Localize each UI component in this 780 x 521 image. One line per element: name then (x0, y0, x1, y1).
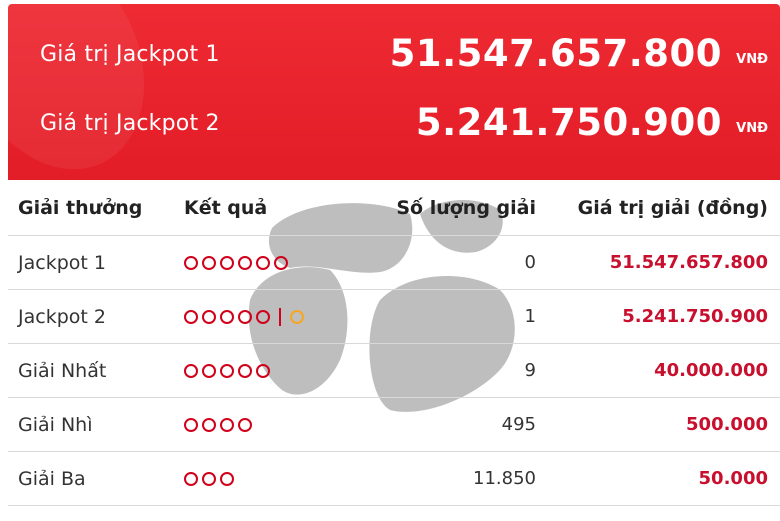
result-ball-icon (220, 309, 234, 324)
table-row: Giải Nhì 495 500.000 (8, 398, 780, 452)
jackpot-2-label: Giá trị Jackpot 2 (40, 111, 220, 136)
result-balls (184, 290, 384, 343)
result-ball-icon (220, 363, 234, 378)
result-ball-icon (184, 255, 198, 270)
header-value: Giá trị giải (đồng) (577, 196, 768, 219)
result-ball-icon (220, 471, 234, 486)
result-ball-icon (202, 417, 216, 432)
jackpot-1-value: 51.547.657.800 (389, 32, 722, 75)
result-ball-icon (274, 255, 288, 270)
jackpot-1-label: Giá trị Jackpot 1 (40, 42, 220, 67)
winner-count: 9 (524, 360, 536, 381)
jackpot-banner: Giá trị Jackpot 1 51.547.657.800 VNĐ Giá… (8, 4, 780, 180)
prize-value: 51.547.657.800 (609, 252, 768, 273)
prize-value: 500.000 (686, 414, 768, 435)
result-ball-icon (184, 417, 198, 432)
result-balls (184, 344, 384, 397)
prize-name: Jackpot 1 (18, 251, 106, 274)
header-prize: Giải thưởng (18, 196, 143, 219)
result-ball-icon (202, 471, 216, 486)
table-row: Jackpot 2 1 5.241.750.900 (8, 290, 780, 344)
result-ball-icon (238, 309, 252, 324)
result-ball-icon (256, 255, 270, 270)
jackpot-2-currency: VNĐ (736, 121, 768, 136)
result-balls (184, 398, 384, 451)
results-table: Giải thưởng Kết quả Số lượng giải Giá tr… (8, 180, 780, 506)
result-balls (184, 236, 384, 289)
balls-group (184, 255, 288, 270)
result-ball-icon (256, 363, 270, 378)
special-ball-icon (290, 309, 304, 324)
jackpot-2-row: Giá trị Jackpot 2 5.241.750.900 VNĐ (8, 97, 780, 157)
prize-value: 50.000 (698, 468, 768, 489)
result-ball-icon (202, 255, 216, 270)
special-separator (279, 307, 281, 326)
prize-name: Giải Nhất (18, 359, 107, 382)
result-ball-icon (220, 417, 234, 432)
winner-count: 1 (524, 306, 536, 327)
result-ball-icon (220, 255, 234, 270)
header-result: Kết quả (184, 196, 268, 219)
prize-value: 5.241.750.900 (622, 306, 768, 327)
table-row: Giải Nhất 9 40.000.000 (8, 344, 780, 398)
table-header-row: Giải thưởng Kết quả Số lượng giải Giá tr… (8, 180, 780, 236)
header-count: Số lượng giải (396, 196, 536, 219)
result-ball-icon (238, 255, 252, 270)
winner-count: 0 (524, 252, 536, 273)
prize-name: Giải Ba (18, 467, 86, 490)
prize-name: Jackpot 2 (18, 305, 106, 328)
balls-group (184, 471, 234, 486)
winner-count: 495 (501, 414, 536, 435)
result-ball-icon (238, 363, 252, 378)
prize-name: Giải Nhì (18, 413, 93, 436)
balls-group (184, 307, 304, 326)
jackpot-1-row: Giá trị Jackpot 1 51.547.657.800 VNĐ (8, 28, 780, 88)
balls-group (184, 363, 270, 378)
balls-group (184, 417, 252, 432)
result-ball-icon (202, 363, 216, 378)
result-ball-icon (184, 309, 198, 324)
result-ball-icon (238, 417, 252, 432)
prize-value: 40.000.000 (654, 360, 768, 381)
table-row: Giải Ba 11.850 50.000 (8, 452, 780, 506)
result-ball-icon (184, 471, 198, 486)
jackpot-2-value: 5.241.750.900 (415, 101, 722, 144)
result-ball-icon (256, 309, 270, 324)
jackpot-1-currency: VNĐ (736, 52, 768, 67)
result-ball-icon (184, 363, 198, 378)
result-balls (184, 452, 384, 505)
table-row: Jackpot 1 0 51.547.657.800 (8, 236, 780, 290)
winner-count: 11.850 (473, 468, 536, 489)
result-ball-icon (202, 309, 216, 324)
